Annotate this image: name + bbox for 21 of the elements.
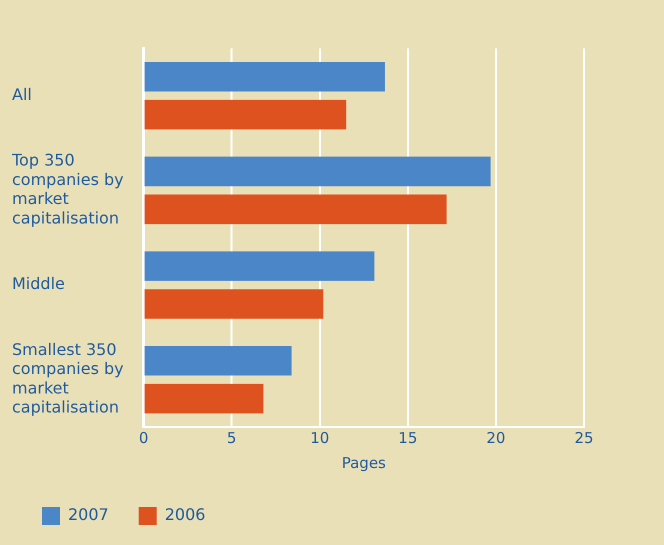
bar xyxy=(144,384,264,414)
bar xyxy=(144,100,346,130)
legend-label: 2006 xyxy=(164,505,206,524)
x-tick-label: 15 xyxy=(398,428,418,447)
x-tick-label: 5 xyxy=(226,428,236,447)
y-tick-label: All xyxy=(12,84,32,104)
x-axis-title: Pages xyxy=(342,454,386,472)
bar xyxy=(144,156,491,186)
x-tick-label: 25 xyxy=(574,428,594,447)
bar xyxy=(144,289,324,319)
y-tick-label: Top 350 companies by market capitalisation xyxy=(11,150,124,228)
x-tick-label: 10 xyxy=(310,428,330,447)
x-tick-label: 0 xyxy=(138,428,148,447)
y-tick-label: Middle xyxy=(12,274,65,294)
y-tick-label: Smallest 350 companies by market capitalisation xyxy=(12,340,124,417)
bar xyxy=(144,62,385,92)
legend-label: 2007 xyxy=(68,505,109,524)
bar xyxy=(144,251,374,281)
x-tick-label: 20 xyxy=(486,428,506,447)
bar xyxy=(144,194,447,224)
bar xyxy=(144,346,292,376)
